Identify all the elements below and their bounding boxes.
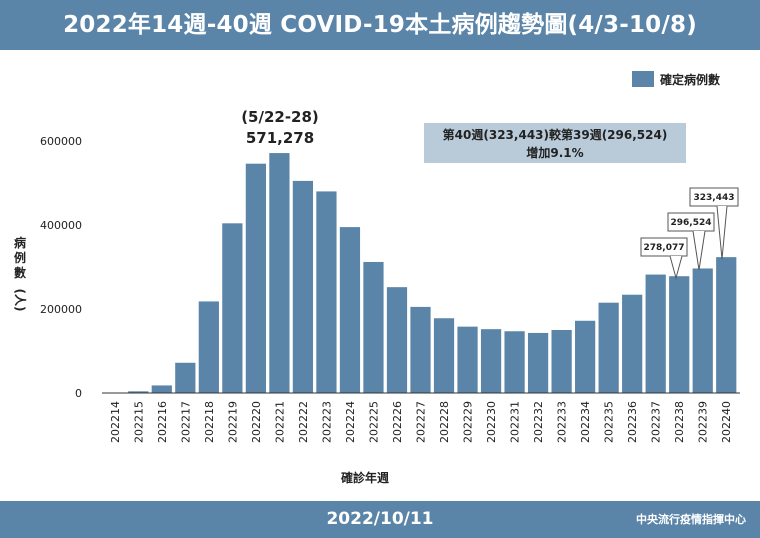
callout-239-box bbox=[667, 212, 715, 232]
y-tick-label-200000: 200000 bbox=[40, 303, 82, 316]
x-tick-label-202237: 202237 bbox=[650, 401, 663, 443]
x-tick-label-202227: 202227 bbox=[415, 401, 428, 443]
bar-202216 bbox=[151, 385, 172, 393]
callout-239: 296,524 bbox=[667, 212, 715, 271]
bar-202226 bbox=[386, 287, 408, 393]
x-tick-label-202219: 202219 bbox=[226, 401, 239, 443]
callout-239-text: 296,524 bbox=[671, 218, 712, 228]
bar-202228 bbox=[433, 318, 455, 393]
x-tick-label-202229: 202229 bbox=[462, 401, 475, 443]
callout-238-box bbox=[640, 237, 688, 257]
x-tick-label-202235: 202235 bbox=[603, 401, 616, 443]
footer-banner: 2022/10/11 中央流行疫情指揮中心 bbox=[0, 501, 760, 538]
callout-240-box bbox=[689, 187, 739, 207]
callout-238: 278,077 bbox=[640, 237, 688, 280]
callout-239-pointer bbox=[692, 230, 706, 271]
x-tick-label-202234: 202234 bbox=[579, 401, 592, 443]
x-tick-label-202215: 202215 bbox=[132, 401, 145, 443]
bar-202227 bbox=[410, 306, 431, 393]
x-tick-label-202228: 202228 bbox=[438, 401, 451, 443]
x-tick-label-202222: 202222 bbox=[297, 401, 310, 443]
source-label: 中央流行疫情指揮中心 bbox=[636, 513, 746, 526]
x-tick-label-202225: 202225 bbox=[367, 401, 380, 443]
note-line-1: 第40週(323,443)較第39週(296,524) bbox=[443, 127, 668, 142]
callout-240-text: 323,443 bbox=[694, 193, 735, 203]
y-tick-label-0: 0 bbox=[75, 387, 82, 400]
callout-238-pointer bbox=[669, 255, 683, 280]
y-axis-title-1: 病 bbox=[14, 235, 26, 250]
y-axis-title-3: 數 bbox=[14, 265, 26, 280]
x-tick-label-202233: 202233 bbox=[556, 401, 569, 443]
x-tick-label-202240: 202240 bbox=[720, 401, 733, 443]
x-tick-label-202221: 202221 bbox=[273, 401, 286, 443]
bar-202231 bbox=[504, 331, 525, 393]
legend-swatch bbox=[632, 71, 654, 87]
bar-202218 bbox=[198, 301, 219, 393]
bar-202232 bbox=[527, 332, 549, 393]
legend-label: 確定病例數 bbox=[660, 72, 720, 87]
x-axis-labels: 202214 202215 202216 202217 202218 202219 2022… bbox=[109, 401, 733, 443]
bar-202233 bbox=[551, 330, 572, 393]
callout-240-pointer bbox=[716, 205, 728, 260]
x-tick-label-202218: 202218 bbox=[203, 401, 216, 443]
bar-202217 bbox=[175, 362, 196, 393]
publish-date: 2022/10/11 bbox=[326, 509, 434, 529]
bar-202236 bbox=[622, 294, 643, 393]
bar-202235 bbox=[598, 302, 619, 393]
y-axis-ticks: 0 200000 400000 600000 bbox=[40, 135, 82, 400]
y-tick-label-400000: 400000 bbox=[40, 219, 82, 232]
x-tick-label-202236: 202236 bbox=[626, 401, 639, 443]
bar-202223 bbox=[316, 191, 337, 393]
x-tick-label-202239: 202239 bbox=[697, 401, 710, 443]
chart-title: 2022年14週-40週 COVID-19本土病例趨勢圖(4/3-10/8) bbox=[63, 12, 697, 38]
x-tick-label-202231: 202231 bbox=[509, 401, 522, 443]
bar-202234 bbox=[575, 320, 596, 393]
bar-series bbox=[104, 153, 737, 393]
callout-238-text: 278,077 bbox=[644, 243, 685, 253]
bar-202229 bbox=[457, 326, 478, 393]
peak-value-label: 571,278 bbox=[246, 129, 314, 147]
bar-202238 bbox=[669, 276, 690, 393]
x-tick-label-202238: 202238 bbox=[673, 401, 686, 443]
bar-202237 bbox=[645, 274, 666, 393]
note-line-2: 增加9.1% bbox=[526, 145, 583, 160]
x-tick-label-202232: 202232 bbox=[532, 401, 545, 443]
peak-range-label: (5/22-28) bbox=[241, 108, 319, 126]
bar-202219 bbox=[222, 223, 243, 393]
bar-202225 bbox=[363, 261, 384, 393]
x-tick-label-202224: 202224 bbox=[344, 401, 357, 443]
y-tick-label-600000: 600000 bbox=[40, 135, 82, 148]
note-box bbox=[424, 123, 686, 163]
x-tick-label-202217: 202217 bbox=[179, 401, 192, 443]
x-tick-label-202226: 202226 bbox=[391, 401, 404, 443]
bar-202239 bbox=[692, 268, 713, 393]
bar-202220 bbox=[245, 163, 266, 393]
x-tick-label-202230: 202230 bbox=[485, 401, 498, 443]
bar-202230 bbox=[480, 329, 502, 393]
callout-240: 323,443 bbox=[689, 187, 739, 260]
y-axis-title-4: (人) bbox=[13, 289, 28, 312]
bar-202224 bbox=[339, 227, 361, 393]
x-tick-label-202216: 202216 bbox=[156, 401, 169, 443]
bar-202215 bbox=[128, 391, 149, 393]
bar-202221 bbox=[269, 153, 290, 393]
x-tick-label-202214: 202214 bbox=[109, 401, 122, 443]
bar-202240 bbox=[716, 257, 737, 393]
x-tick-label-202220: 202220 bbox=[250, 401, 263, 443]
title-banner: 2022年14週-40週 COVID-19本土病例趨勢圖(4/3-10/8) bbox=[0, 0, 760, 50]
y-axis-title-2: 例 bbox=[14, 250, 26, 265]
bar-202222 bbox=[292, 180, 314, 393]
x-tick-label-202223: 202223 bbox=[320, 401, 333, 443]
x-axis-title: 確診年週 bbox=[341, 470, 389, 485]
